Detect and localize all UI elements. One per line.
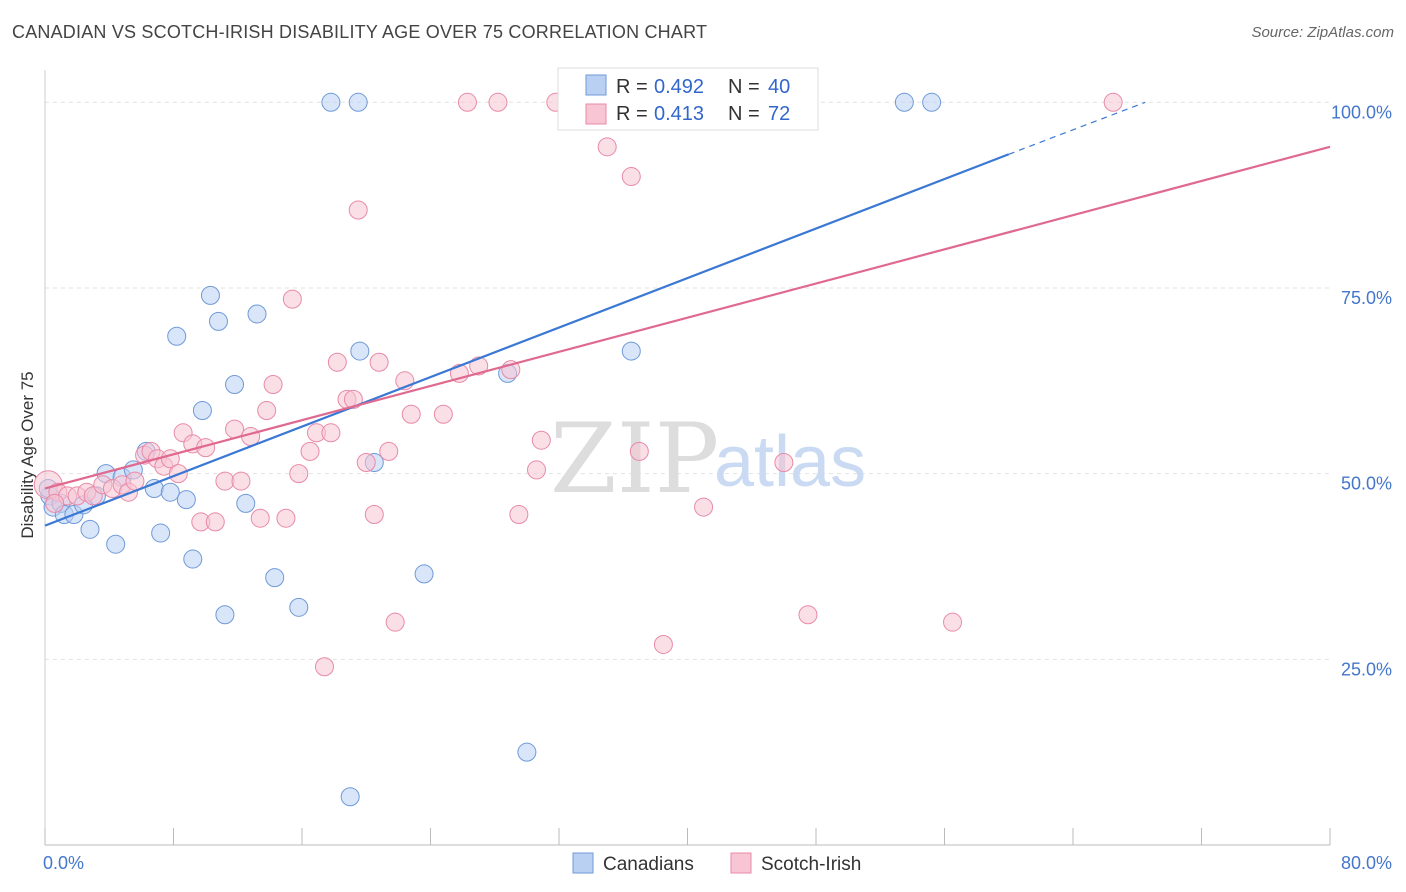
legend-swatch-canadians bbox=[585, 74, 607, 96]
canadians-point bbox=[215, 605, 235, 625]
canadians-point bbox=[517, 742, 537, 762]
canadians-point bbox=[151, 523, 171, 543]
canadians-point bbox=[236, 493, 256, 513]
series-scotch-irish-points bbox=[33, 92, 1123, 677]
canadians-point bbox=[80, 519, 100, 539]
scotch-irish-point bbox=[621, 167, 641, 187]
canadians-point bbox=[289, 597, 309, 617]
legend-n-label-canadians: N = bbox=[728, 76, 760, 98]
scotch-irish-point bbox=[694, 497, 714, 517]
bottom-legend-swatch-scotch-irish bbox=[730, 852, 752, 874]
scotch-irish-point bbox=[314, 657, 334, 677]
y-tick-label: 100.0% bbox=[1331, 102, 1392, 122]
chart-title: CANADIAN VS SCOTCH-IRISH DISABILITY AGE … bbox=[12, 22, 708, 42]
y-tick-label: 50.0% bbox=[1341, 474, 1392, 494]
scotch-irish-point bbox=[327, 352, 347, 372]
scotch-irish-point bbox=[289, 464, 309, 484]
x-tick-label-max: 80.0% bbox=[1341, 853, 1392, 873]
y-tick-label: 75.0% bbox=[1341, 288, 1392, 308]
legend-n-label-scotch-irish: N = bbox=[728, 103, 760, 125]
canadians-point bbox=[225, 375, 245, 395]
canadians-point bbox=[208, 311, 228, 331]
scotch-irish-point bbox=[231, 471, 251, 491]
legend-r-label-scotch-irish: R = bbox=[616, 103, 648, 125]
legend-n-value-scotch-irish: 72 bbox=[768, 103, 790, 125]
scotch-irish-point bbox=[1103, 92, 1123, 112]
x-tick-label-min: 0.0% bbox=[43, 853, 84, 873]
scotch-irish-point bbox=[629, 441, 649, 461]
canadians-point bbox=[167, 326, 187, 346]
y-tick-label: 25.0% bbox=[1341, 659, 1392, 679]
canadians-point bbox=[348, 92, 368, 112]
scotch-irish-point bbox=[401, 404, 421, 424]
canadians-point bbox=[350, 341, 370, 361]
trend-lines bbox=[44, 101, 1331, 527]
legend-swatch-scotch-irish bbox=[585, 103, 607, 125]
scotch-irish-point bbox=[364, 504, 384, 524]
canadians-point bbox=[414, 564, 434, 584]
bottom-legend-swatch-canadians bbox=[572, 852, 594, 874]
scotch-irish-point bbox=[321, 423, 341, 443]
canadians-trend-extension bbox=[1008, 101, 1146, 155]
scotch-irish-point bbox=[527, 460, 547, 480]
scotch-irish-point bbox=[943, 612, 963, 632]
scotch-irish-point bbox=[798, 605, 818, 625]
scotch-irish-point bbox=[774, 453, 794, 472]
scotch-irish-point bbox=[205, 512, 225, 532]
scotch-irish-point bbox=[379, 441, 399, 461]
scotch-irish-point bbox=[385, 612, 405, 632]
scotch-irish-point bbox=[531, 430, 551, 450]
scotch-irish-point bbox=[433, 404, 453, 424]
scotch-irish-point bbox=[369, 352, 389, 372]
canadians-point bbox=[183, 549, 203, 569]
canadians-point bbox=[894, 92, 914, 112]
scotch-irish-point bbox=[597, 137, 617, 157]
canadians-point bbox=[621, 341, 641, 361]
y-axis-title: Disability Age Over 75 bbox=[18, 371, 37, 538]
watermark: ZIP atlas bbox=[550, 403, 866, 515]
legend-r-label-canadians: R = bbox=[616, 76, 648, 98]
scotch-irish-point bbox=[488, 92, 508, 112]
canadians-point bbox=[340, 787, 360, 807]
scotch-irish-point bbox=[250, 508, 270, 528]
canadians-point bbox=[321, 92, 341, 112]
canadians-point bbox=[247, 304, 267, 324]
legend-r-value-scotch-irish: 0.413 bbox=[654, 103, 704, 125]
scotch-irish-point bbox=[348, 200, 368, 220]
scotch-irish-point bbox=[282, 289, 302, 309]
scotch-irish-point bbox=[653, 634, 673, 654]
scotch-irish-point bbox=[45, 493, 65, 513]
canadians-point bbox=[160, 482, 180, 502]
canadians-point bbox=[176, 490, 196, 510]
source-label: Source: ZipAtlas.com bbox=[1251, 24, 1394, 41]
bottom-legend: Canadians Scotch-Irish bbox=[572, 852, 861, 875]
scotch-irish-point bbox=[509, 504, 529, 524]
canadians-trend-line bbox=[44, 153, 1010, 527]
legend-n-value-canadians: 40 bbox=[768, 76, 790, 98]
scotch-irish-point bbox=[263, 375, 283, 395]
scotch-irish-point bbox=[343, 389, 363, 409]
x-ticks bbox=[44, 828, 1331, 845]
bottom-legend-label-canadians: Canadians bbox=[603, 854, 694, 875]
legend-box: R = 0.492 N = 40 R = 0.413 N = 72 bbox=[557, 67, 819, 131]
scotch-irish-point bbox=[356, 453, 376, 472]
canadians-point bbox=[106, 534, 126, 554]
canadians-point bbox=[192, 401, 212, 421]
scotch-irish-point bbox=[469, 356, 489, 376]
scotch-irish-point bbox=[276, 508, 296, 528]
scotch-irish-point bbox=[457, 92, 477, 112]
scotch-irish-trend-line bbox=[44, 145, 1331, 490]
bottom-legend-label-scotch-irish: Scotch-Irish bbox=[761, 854, 861, 875]
canadians-point bbox=[200, 285, 220, 305]
scotch-irish-point bbox=[300, 441, 320, 461]
scotch-irish-point bbox=[215, 471, 235, 491]
y-tick-labels: 25.0% 50.0% 75.0% 100.0% bbox=[1331, 102, 1392, 679]
canadians-point bbox=[265, 568, 285, 588]
legend-r-value-canadians: 0.492 bbox=[654, 76, 704, 98]
canadians-point bbox=[922, 92, 942, 112]
scotch-irish-point bbox=[257, 401, 277, 421]
